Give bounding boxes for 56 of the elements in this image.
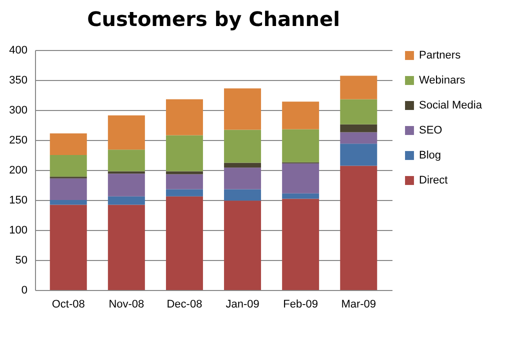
y-tick-label: 200 — [9, 164, 28, 176]
bar — [166, 99, 203, 136]
y-tick-label: 100 — [9, 224, 28, 236]
bar — [108, 115, 145, 150]
bar — [166, 196, 203, 290]
x-tick-label: Dec-08 — [166, 298, 202, 310]
bar — [166, 189, 203, 196]
legend-label: SEO — [419, 124, 443, 136]
y-tick-label: 50 — [15, 254, 28, 266]
bar — [282, 129, 320, 162]
legend-label: Social Media — [419, 100, 483, 112]
y-tick-label: 250 — [9, 134, 28, 146]
x-tick-label: Nov-08 — [108, 298, 144, 310]
legend-label: Webinars — [419, 74, 466, 86]
x-tick-label: Oct-08 — [52, 298, 85, 310]
bar — [166, 174, 203, 190]
bar — [224, 168, 262, 190]
x-tick-label: Mar-09 — [341, 298, 376, 310]
bar — [340, 124, 378, 132]
bar — [282, 198, 320, 290]
bar — [166, 171, 203, 174]
bar — [224, 189, 262, 201]
legend-label: Direct — [419, 174, 448, 186]
legend-label: Blog — [419, 150, 442, 162]
bar — [340, 166, 378, 290]
bar — [50, 133, 87, 155]
bar — [224, 88, 262, 130]
bar — [50, 178, 87, 200]
bar — [50, 204, 87, 290]
bar — [340, 132, 378, 144]
bar — [282, 193, 320, 199]
x-tick-label: Feb-09 — [283, 298, 318, 310]
legend-label: Partners — [419, 50, 462, 62]
bar — [50, 200, 87, 205]
bar — [224, 200, 262, 290]
y-tick-label: 400 — [9, 44, 28, 56]
bar — [50, 155, 87, 177]
chart-title: Customers by Channel — [87, 7, 340, 31]
bar — [282, 163, 320, 194]
bar — [340, 144, 378, 166]
bar — [224, 130, 262, 163]
y-tick-label: 150 — [9, 194, 28, 206]
bar — [282, 102, 320, 130]
bar — [108, 174, 145, 196]
x-tick-label: Jan-09 — [226, 298, 260, 310]
bar — [340, 76, 378, 100]
bar — [108, 150, 145, 172]
y-tick-label: 300 — [9, 104, 28, 116]
bar — [340, 99, 378, 124]
bar — [166, 135, 203, 172]
y-tick-label: 350 — [9, 74, 28, 86]
y-tick-label: 0 — [21, 284, 28, 296]
bar — [224, 162, 262, 168]
bar — [108, 171, 145, 174]
bar — [108, 196, 145, 205]
bar — [108, 204, 145, 290]
